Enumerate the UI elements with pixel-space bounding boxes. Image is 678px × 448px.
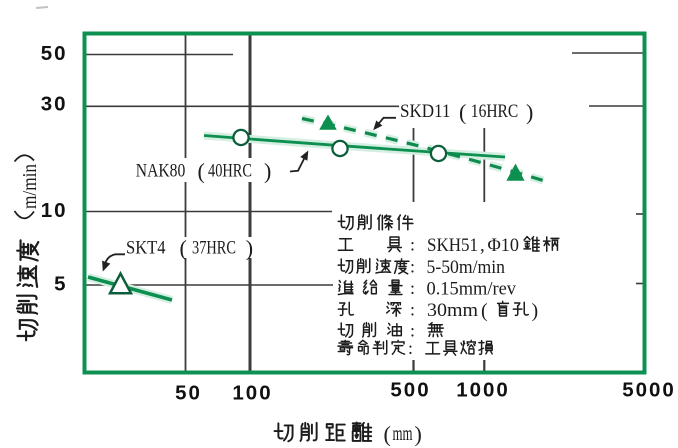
- svg-text:,: ,: [480, 235, 485, 256]
- svg-text::: :: [410, 278, 415, 298]
- svg-text:(: (: [459, 99, 466, 124]
- svg-text::: :: [410, 235, 415, 255]
- svg-text:): ): [526, 99, 533, 124]
- svg-text:SKD11: SKD11: [400, 101, 451, 122]
- svg-text:10: 10: [41, 199, 68, 222]
- svg-text:): ): [532, 300, 539, 322]
- svg-text:16HRC: 16HRC: [471, 101, 519, 122]
- svg-text:): ): [415, 422, 422, 447]
- svg-text:1000: 1000: [456, 379, 510, 402]
- svg-text:Φ10: Φ10: [488, 235, 520, 256]
- svg-text:30mm: 30mm: [427, 300, 478, 321]
- svg-text::: :: [408, 338, 413, 358]
- svg-text:(: (: [384, 422, 391, 447]
- svg-text:SKH51: SKH51: [427, 235, 478, 256]
- svg-text:500: 500: [390, 379, 430, 402]
- svg-text:50: 50: [41, 42, 68, 65]
- svg-text:(: (: [481, 300, 488, 322]
- svg-text:50: 50: [175, 382, 202, 405]
- svg-text::: :: [410, 257, 415, 277]
- svg-text:(: (: [180, 236, 187, 261]
- svg-text::: :: [410, 300, 415, 320]
- svg-text:(: (: [198, 159, 205, 184]
- svg-text:5: 5: [54, 273, 67, 296]
- svg-text:0.15mm/rev: 0.15mm/rev: [427, 279, 517, 300]
- svg-text:100: 100: [232, 382, 272, 405]
- svg-text:30: 30: [41, 93, 68, 116]
- svg-text:m/min: m/min: [19, 164, 41, 209]
- svg-text:5-50m/min: 5-50m/min: [427, 257, 506, 278]
- svg-text:NAK80: NAK80: [136, 160, 186, 181]
- svg-text::: :: [410, 321, 415, 341]
- svg-text:37HRC: 37HRC: [192, 237, 236, 258]
- svg-text:): ): [246, 236, 253, 261]
- svg-text:SKT4: SKT4: [126, 237, 166, 258]
- svg-text:): ): [264, 159, 271, 184]
- svg-text:40HRC: 40HRC: [208, 160, 252, 181]
- svg-text:mm: mm: [393, 421, 413, 445]
- svg-text:5000: 5000: [622, 379, 676, 402]
